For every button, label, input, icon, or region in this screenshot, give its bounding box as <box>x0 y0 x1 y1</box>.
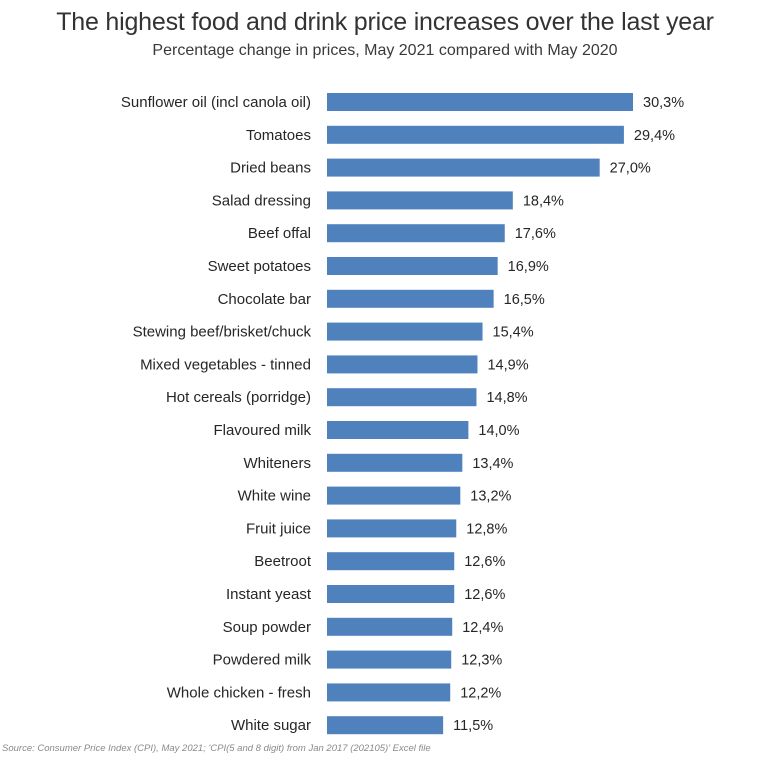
bar <box>327 421 469 439</box>
bar <box>327 93 633 111</box>
data-label: 18,4% <box>523 193 564 209</box>
category-label: Salad dressing <box>212 192 311 209</box>
data-label: 14,8% <box>486 390 527 406</box>
data-label: 12,6% <box>464 554 505 570</box>
category-label: Whiteners <box>243 455 311 472</box>
data-label: 15,4% <box>493 325 534 341</box>
category-label: Hot cereals (porridge) <box>166 389 311 406</box>
category-label: Dried beans <box>230 160 311 177</box>
data-label: 16,9% <box>508 259 549 275</box>
bar <box>327 224 505 243</box>
chart-title: The highest food and drink price increas… <box>56 8 714 36</box>
data-label: 27,0% <box>610 161 651 177</box>
bar <box>327 453 463 472</box>
bar <box>327 519 457 538</box>
data-label: 12,6% <box>464 587 505 603</box>
bar <box>327 125 624 144</box>
category-label: Powdered milk <box>213 652 312 669</box>
category-label: Whole chicken - fresh <box>167 684 311 701</box>
category-label: Sweet potatoes <box>208 258 311 275</box>
data-label: 16,5% <box>504 292 545 308</box>
bar <box>327 355 478 374</box>
bar <box>327 716 444 735</box>
bar <box>327 289 494 308</box>
category-label: Sunflower oil (incl canola oil) <box>121 94 311 111</box>
data-label: 13,2% <box>470 489 511 505</box>
chart-subtitle: Percentage change in prices, May 2021 co… <box>152 42 618 59</box>
category-label: Flavoured milk <box>213 422 311 439</box>
data-label: 12,2% <box>460 685 501 701</box>
category-label: Tomatoes <box>246 127 311 144</box>
data-label: 29,4% <box>634 128 675 144</box>
category-label: White wine <box>238 488 311 505</box>
bar <box>327 486 461 505</box>
category-label: White sugar <box>231 717 311 734</box>
category-label: Fruit juice <box>246 520 311 537</box>
bar <box>327 617 453 636</box>
category-label: Mixed vegetables - tinned <box>140 356 311 373</box>
bar <box>327 388 477 407</box>
data-label: 12,8% <box>466 521 507 537</box>
category-label: Stewing beef/brisket/chuck <box>133 324 312 341</box>
category-label: Instant yeast <box>226 586 312 603</box>
data-label: 11,5% <box>453 718 493 734</box>
data-label: 12,4% <box>462 620 503 636</box>
data-label: 17,6% <box>515 226 556 242</box>
category-label: Beef offal <box>248 225 311 242</box>
bar <box>327 585 455 603</box>
data-label: 14,0% <box>478 423 519 439</box>
bar <box>327 650 452 669</box>
bar <box>327 158 600 177</box>
bar <box>327 191 513 210</box>
source-note: Source: Consumer Price Index (CPI), May … <box>2 743 431 754</box>
data-label: 14,9% <box>487 357 528 373</box>
category-label: Soup powder <box>223 619 311 636</box>
category-label: Beetroot <box>254 553 312 570</box>
bar <box>327 322 483 341</box>
data-label: 13,4% <box>472 456 513 472</box>
bar <box>327 257 498 275</box>
data-label: 30,3% <box>643 95 684 111</box>
data-label: 12,3% <box>461 653 502 669</box>
bar-chart: Sunflower oil (incl canola oil) 30,3% Toma… <box>121 93 684 735</box>
bar <box>327 552 455 571</box>
bar <box>327 683 451 702</box>
category-label: Chocolate bar <box>218 291 311 308</box>
